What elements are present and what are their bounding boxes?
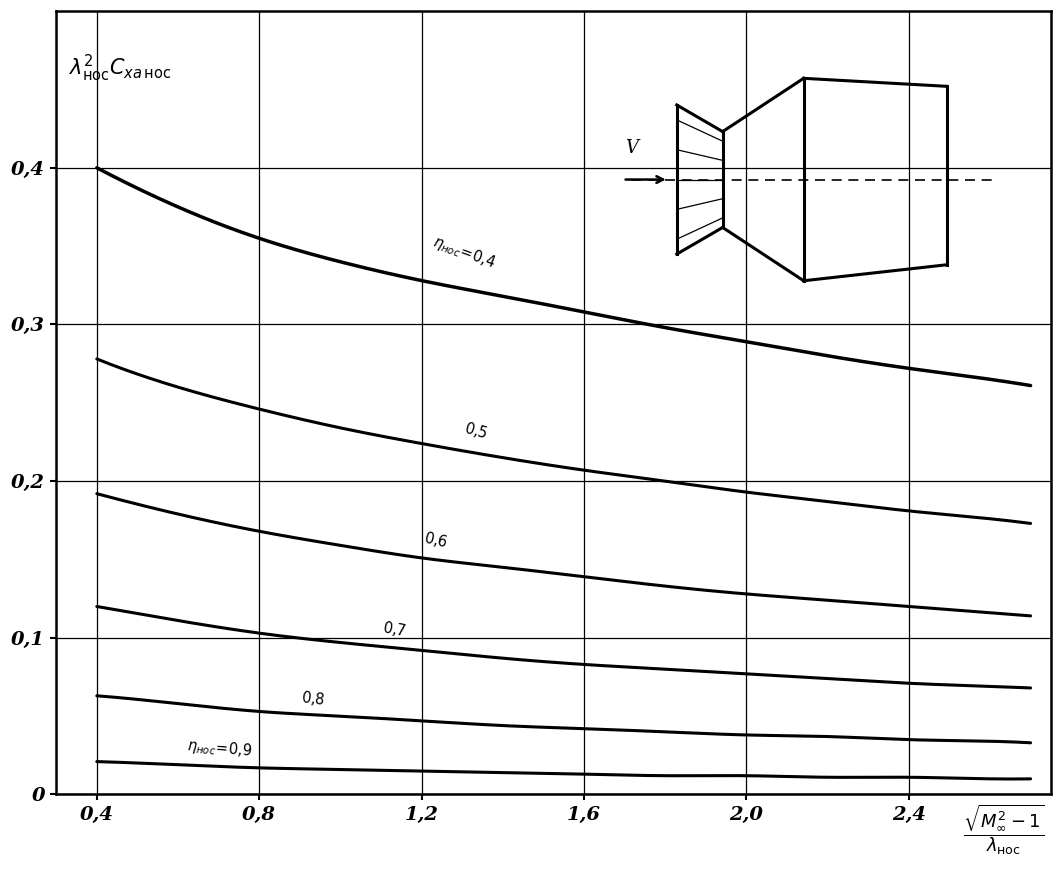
Text: $\dfrac{\sqrt{M_\infty^2-1}}{\lambda_{\mathrm{нос}}}$: $\dfrac{\sqrt{M_\infty^2-1}}{\lambda_{\m… [963, 802, 1044, 857]
Text: $0{,}5$: $0{,}5$ [462, 419, 491, 443]
Text: $0{,}6$: $0{,}6$ [422, 528, 449, 551]
Text: $\lambda^2_{\mathrm{нос}}C_{xa\,\mathrm{нос}}$: $\lambda^2_{\mathrm{нос}}C_{xa\,\mathrm{… [69, 53, 172, 84]
Text: $0{,}7$: $0{,}7$ [381, 618, 408, 640]
Text: $0{,}8$: $0{,}8$ [299, 688, 326, 710]
Text: $\eta_{\mathit{нос}}\!=\!0{,}9$: $\eta_{\mathit{нос}}\!=\!0{,}9$ [186, 736, 253, 760]
Text: $\eta_{\mathit{нос}}\!=\!0{,}4$: $\eta_{\mathit{нос}}\!=\!0{,}4$ [430, 233, 498, 273]
